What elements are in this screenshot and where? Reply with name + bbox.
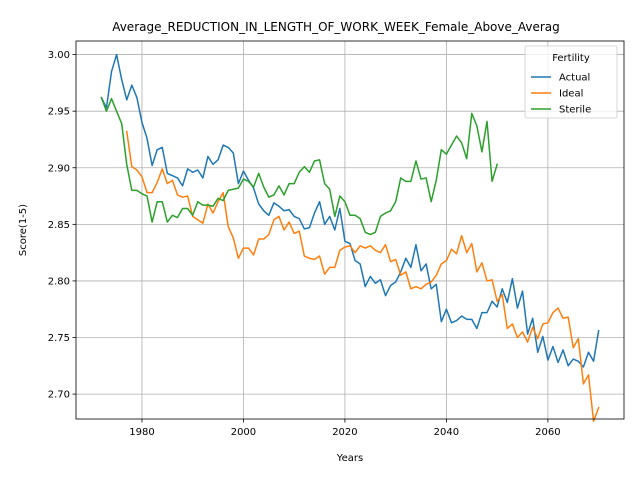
legend-items: Actual Ideal Sterile bbox=[531, 73, 591, 116]
legend-title: Fertility bbox=[552, 53, 590, 64]
x-tick-label: 2000 bbox=[231, 427, 256, 438]
y-tick-label: 2.75 bbox=[48, 333, 70, 344]
y-tick-label: 2.85 bbox=[48, 220, 70, 231]
y-tick-label: 2.90 bbox=[48, 163, 70, 174]
y-tick-label: 2.95 bbox=[48, 107, 70, 118]
x-tick-label: 1980 bbox=[129, 427, 154, 438]
y-axis: 2.70 2.75 2.80 2.85 2.90 2.95 3.00 bbox=[48, 50, 76, 401]
series-layer bbox=[100, 53, 600, 423]
legend-label-ideal: Ideal bbox=[559, 89, 583, 100]
x-tick-label: 2020 bbox=[332, 427, 357, 438]
legend: Fertility Actual Ideal Sterile bbox=[524, 45, 618, 119]
x-tick-label: 2040 bbox=[434, 427, 459, 438]
y-tick-label: 3.00 bbox=[48, 50, 70, 61]
y-axis-title: Score(1-5) bbox=[18, 204, 29, 256]
legend-label-actual: Actual bbox=[559, 73, 590, 84]
series-line-actual bbox=[100, 53, 600, 368]
x-axis-title: Years bbox=[336, 453, 363, 464]
chart-title: Average_REDUCTION_IN_LENGTH_OF_WORK_WEEK… bbox=[112, 20, 560, 34]
series-line-ideal bbox=[125, 130, 600, 423]
legend-box bbox=[524, 45, 618, 119]
series-line-sterile bbox=[100, 96, 499, 236]
legend-label-sterile: Sterile bbox=[559, 105, 591, 116]
y-tick-label: 2.70 bbox=[48, 390, 70, 401]
y-tick-label: 2.80 bbox=[48, 276, 70, 287]
x-axis: 1980 2000 2020 2040 2060 bbox=[129, 419, 561, 438]
x-tick-label: 2060 bbox=[535, 427, 560, 438]
plot-frame bbox=[75, 40, 625, 420]
